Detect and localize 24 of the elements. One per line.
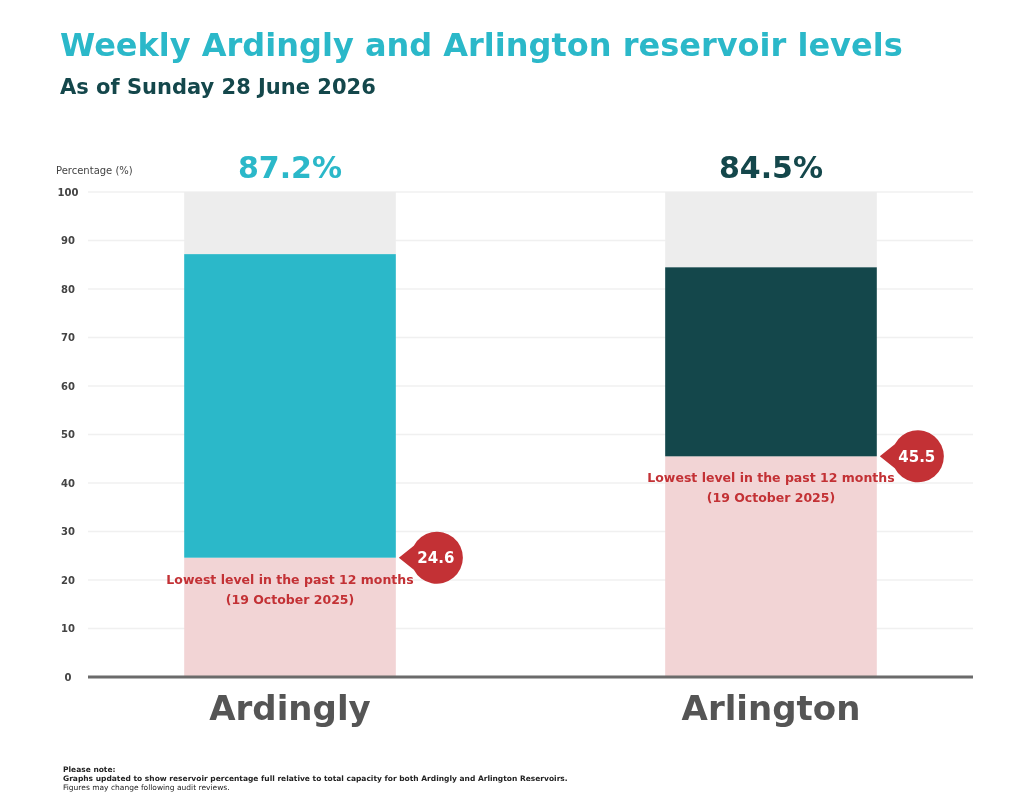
y-tick-label: 80 — [61, 283, 75, 295]
text: 84.5% — [718, 150, 824, 185]
y-tick-label: 70 — [61, 332, 75, 343]
y-tick-label: 100 — [57, 186, 79, 198]
y-tick-label: 50 — [61, 429, 75, 440]
bar — [184, 254, 396, 558]
y-tick-label: 30 — [61, 526, 75, 537]
y-tick-label: 0 — [64, 671, 72, 683]
text: 87.2% — [237, 150, 343, 185]
y-tick-label: 20 — [61, 574, 75, 586]
bar — [665, 267, 877, 457]
chart-subtitle: As of Sunday 28 June 2026 — [60, 75, 376, 99]
y-tick-label: 90 — [61, 235, 75, 246]
x-tick-label: Ardingly — [209, 688, 371, 728]
y-tick-label: 40 — [61, 477, 75, 489]
y-axis-title: Percentage (%) — [56, 165, 133, 176]
y-tick-label: 10 — [61, 623, 75, 634]
x-tick-label: Arlington — [681, 688, 861, 728]
annotation: 45.5 — [898, 447, 936, 466]
y-tick-label: 60 — [61, 380, 75, 392]
annotation: Lowest level in the past 12 months (19 October 2025) — [166, 571, 414, 607]
annotation: 24.6 — [417, 548, 455, 567]
annotation: Lowest level in the past 12 months (19 October 2025) — [647, 470, 895, 506]
chart-title: Weekly Ardingly and Arlington reservoir levels — [60, 26, 903, 64]
